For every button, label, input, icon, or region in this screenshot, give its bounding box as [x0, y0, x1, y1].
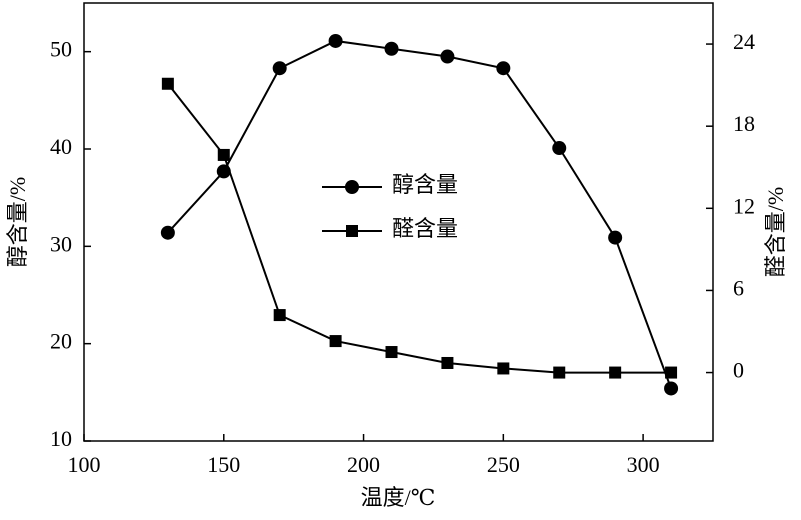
marker: [160, 225, 175, 240]
marker: [664, 381, 679, 396]
marker: [329, 335, 342, 348]
marker: [328, 33, 343, 48]
x-axis-label: 温度/℃: [361, 485, 436, 510]
marker: [609, 366, 622, 379]
y2-axis-label: 醛含量/%: [763, 187, 788, 277]
marker: [385, 346, 398, 359]
marker: [608, 230, 623, 245]
plot-frame: [83, 2, 714, 442]
y2-tick-label: 6: [733, 275, 744, 300]
y-axis-label: 醇含量/%: [5, 177, 30, 267]
marker: [552, 141, 567, 156]
marker: [665, 366, 678, 379]
marker: [553, 366, 566, 379]
marker: [496, 61, 511, 76]
y2-tick-label: 24: [733, 29, 755, 54]
y-tick-label: 50: [50, 37, 72, 62]
marker: [440, 49, 455, 64]
marker: [217, 148, 230, 161]
series-line: [167, 39, 673, 389]
y-tick-label: 20: [50, 329, 72, 354]
x-tick-label: 100: [68, 452, 101, 477]
marker: [161, 77, 174, 90]
x-tick-label: 250: [487, 452, 520, 477]
y-tick-label: 10: [50, 426, 72, 451]
legend-label: 醇含量: [392, 172, 458, 197]
y2-tick-label: 18: [733, 111, 755, 136]
marker: [273, 309, 286, 322]
series-line: [167, 83, 672, 374]
marker: [346, 225, 358, 237]
marker: [441, 356, 454, 369]
marker: [497, 362, 510, 375]
x-tick-label: 300: [627, 452, 660, 477]
marker: [272, 61, 287, 76]
marker: [384, 41, 399, 56]
marker: [345, 180, 359, 194]
legend-label: 醛含量: [392, 216, 458, 241]
y2-tick-label: 0: [733, 358, 744, 383]
x-tick-label: 200: [347, 452, 380, 477]
y-tick-label: 30: [50, 231, 72, 256]
x-tick-label: 150: [207, 452, 240, 477]
y2-tick-label: 12: [733, 193, 755, 218]
y-tick-label: 40: [50, 134, 72, 159]
